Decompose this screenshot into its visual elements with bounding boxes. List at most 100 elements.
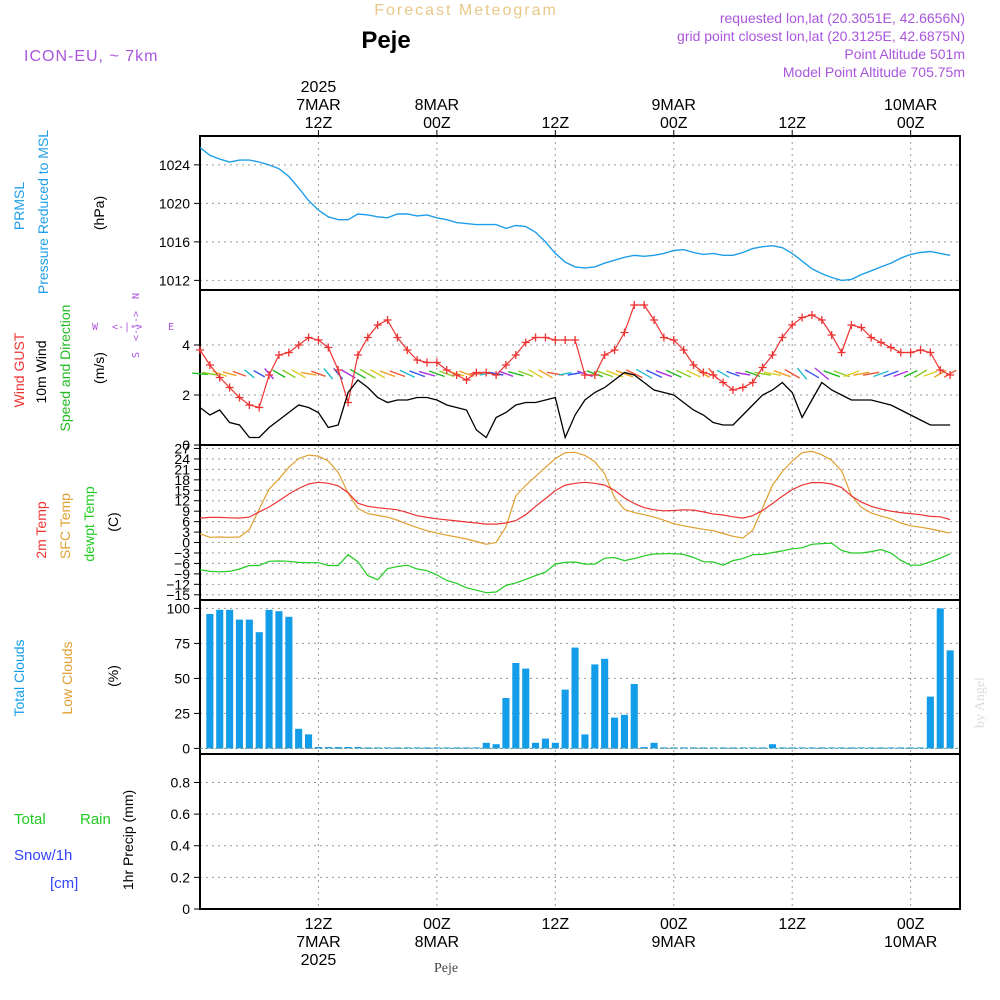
wind-gust-marker (738, 383, 747, 392)
panel-0: 1012 1016 1020 1024 (159, 135, 961, 291)
label-low-clouds: Low Clouds (59, 641, 75, 714)
total-cloud-bar (522, 668, 530, 749)
bottom-time-label: 00Z (660, 916, 688, 933)
ytick-label: 18 (174, 472, 190, 488)
ytick-label: 4 (182, 337, 190, 353)
total-cloud-bar (305, 734, 313, 749)
wind-gust-marker (294, 341, 303, 349)
bottom-time-label: 8MAR (415, 934, 459, 951)
ytick-label: 0.4 (171, 838, 191, 854)
wind-gust-marker (255, 403, 264, 412)
total-cloud-bar (611, 717, 619, 749)
wind-gust-marker (403, 346, 412, 354)
total-cloud-bar (265, 609, 273, 749)
wind-gust-marker (600, 351, 609, 359)
wind-gust-marker (373, 321, 382, 329)
total-cloud-bar (936, 608, 944, 749)
point-altitude: Point Altitude 501m (844, 46, 965, 62)
wind-gust-marker (896, 348, 905, 357)
wind-direction-arrow (202, 371, 218, 376)
wind-direction-arrow (428, 370, 445, 378)
temp-2m-line (199, 481, 951, 525)
credit-watermark: by Angel (973, 677, 988, 728)
panel-4: 0 0.2 0.4 0.6 0.8 (171, 753, 961, 917)
pressure-line (199, 147, 951, 282)
wind-direction-arrow (676, 369, 692, 378)
total-cloud-bar (206, 614, 214, 749)
ytick-label: −3 (174, 545, 190, 561)
wind-gust-marker (719, 378, 728, 387)
wind-gust-marker (205, 361, 214, 369)
top-time-label: 8MAR (415, 97, 459, 114)
total-cloud-bar (561, 689, 569, 749)
wind-direction-arrow (409, 370, 426, 378)
label-dewpt-temp: dewpt Temp (81, 486, 97, 561)
wind-gust-marker (225, 383, 234, 392)
wind-direction-arrow (281, 369, 296, 379)
wind-direction-arrow (923, 370, 938, 377)
compass-e: E (168, 322, 174, 333)
location-title: Peje (361, 27, 410, 54)
total-cloud-bar (601, 658, 609, 749)
top-time-label: 7MAR (296, 97, 340, 114)
wind-gust-marker (196, 346, 204, 354)
wind-gust-marker (235, 393, 244, 402)
total-cloud-bar (245, 619, 253, 749)
wind-gust-marker (383, 316, 392, 324)
wind-gust-marker (946, 371, 955, 379)
wind-gust-marker (284, 348, 293, 357)
wind-direction-arrow (814, 367, 830, 381)
wind-direction-arrow (636, 368, 653, 379)
wind-gust-marker (561, 336, 570, 344)
wind-gust-marker (423, 358, 432, 367)
total-cloud-bar (630, 684, 638, 749)
wind-gust-marker (679, 346, 688, 354)
footer-location: Peje (434, 961, 458, 976)
total-cloud-bar (324, 747, 332, 749)
total-cloud-bar (344, 747, 352, 749)
wind-gust-marker (413, 356, 422, 364)
chart-title: Forecast Meteogram (374, 2, 558, 19)
ylabel-wind: (m/s) (91, 352, 107, 384)
ytick-label: 0 (182, 901, 190, 917)
wind-gust-marker (511, 351, 520, 359)
total-cloud-bar (690, 747, 698, 749)
wind-gust-marker (363, 333, 372, 342)
wind-direction-arrow (272, 369, 286, 379)
wind-gust-marker (531, 333, 540, 342)
ytick-label: 75 (174, 635, 190, 651)
wind-gust-marker (274, 351, 283, 359)
wind-direction-arrow (508, 371, 524, 377)
total-cloud-bar (670, 747, 678, 749)
wind-gust-marker (807, 311, 816, 319)
wind-gust-marker (334, 366, 343, 374)
wind-gust-marker (571, 336, 580, 344)
wind-direction-arrow (862, 371, 880, 376)
sfc-temp-line (199, 450, 951, 545)
top-time-label: 00Z (660, 115, 688, 132)
wind-direction-arrow (773, 370, 792, 378)
wind-gust-marker (669, 336, 678, 344)
top-time-label: 12Z (778, 115, 806, 132)
wind-direction-arrow (192, 372, 208, 376)
wind-direction-arrow (883, 370, 899, 378)
label-wind-gust: Wind GUST (11, 332, 27, 407)
wind-speed-line (199, 371, 951, 440)
ytick-label: 0 (182, 740, 190, 756)
wind-direction-arrow (567, 371, 583, 376)
wind-gust-marker (304, 333, 313, 342)
wind-gust-marker (521, 338, 530, 347)
wind-direction-arrow (538, 369, 553, 379)
wind-direction-arrow (804, 369, 820, 379)
wind-gust-marker (709, 371, 718, 379)
wind-direction-arrow (754, 371, 772, 376)
wind-direction-arrow (558, 371, 572, 376)
wind-direction-arrow (615, 370, 634, 378)
panel-frame (199, 753, 961, 910)
bottom-time-label: 7MAR (296, 934, 340, 951)
wind-direction-arrow (370, 368, 386, 379)
label-snow-unit: [cm] (50, 875, 78, 892)
total-cloud-bar (216, 609, 224, 749)
label-total-precip: Total (14, 811, 46, 828)
wind-gust-marker (501, 361, 510, 369)
